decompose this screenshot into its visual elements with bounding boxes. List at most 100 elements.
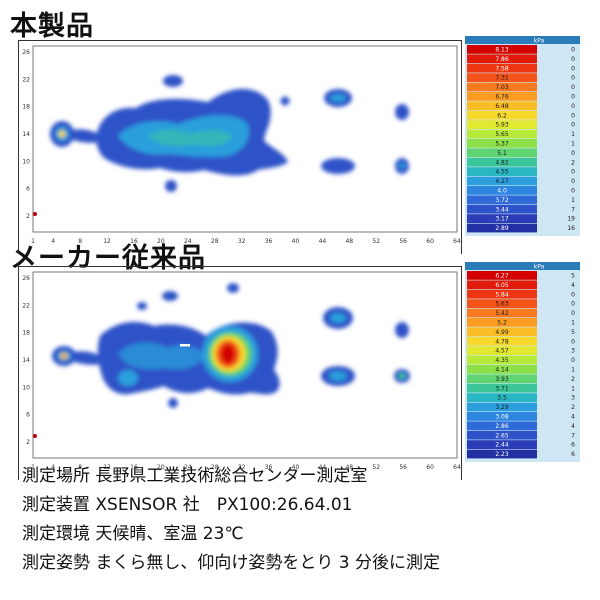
frame [18, 266, 462, 480]
legend-count: 0 [571, 150, 575, 157]
x-tick-label: 24 [184, 238, 192, 245]
x-tick-label: 44 [319, 238, 327, 245]
legend-count: 0 [571, 301, 575, 308]
x-tick-label: 56 [399, 464, 407, 471]
legend-value: 5.93 [495, 122, 509, 129]
legend-swatch [467, 129, 537, 139]
legend-count: 2 [571, 159, 575, 166]
legend-value: 5.63 [495, 301, 509, 308]
legend-value: 3.72 [495, 197, 509, 204]
legend-swatch [467, 430, 537, 440]
legend-count: 2 [571, 404, 575, 411]
note-device: 測定装置 XSENSOR 社 PX100:26.64.01 [22, 495, 353, 515]
legend-value: 4.35 [495, 357, 509, 364]
x-tick-label: 4 [51, 464, 55, 471]
frame [18, 40, 462, 254]
x-tick-label: 48 [345, 464, 353, 471]
legend-value: 4.78 [495, 338, 509, 345]
axis-ticks: 1 4 8 12 16 20 24 28 32 36 40 44 48 52 56 60 64261014182… [22, 275, 461, 471]
x-tick-label: 32 [238, 238, 246, 245]
x-tick-label: 40 [292, 464, 300, 471]
legend-count: 5 [571, 273, 575, 280]
legend-count: 4 [571, 423, 575, 430]
legend-count: 0 [571, 103, 575, 110]
legend-value: 6.76 [495, 94, 509, 101]
legend-count: 0 [571, 65, 575, 72]
legend-product: kPa 8.13 0 7.86 0 7.58 0 7.31 0 7.03 0 6.76 0 6.48 0 6.… [465, 36, 580, 236]
x-tick-label: 64 [453, 238, 461, 245]
y-tick-label: 10 [22, 158, 30, 165]
legend-count: 3 [571, 348, 575, 355]
y-tick-label: 22 [22, 302, 30, 309]
legend-value: 6.27 [495, 273, 509, 280]
legend-swatch [467, 167, 537, 176]
x-tick-label: 12 [103, 464, 111, 471]
y-tick-label: 14 [22, 357, 30, 364]
legend-value: 5.42 [495, 310, 509, 317]
legend-count: 5 [571, 329, 575, 336]
note-posture: 測定姿勢 まくら無し、仰向け姿勢をとり 3 分後に測定 [22, 553, 441, 573]
legend-count: 4 [571, 414, 575, 421]
origin-marker [33, 434, 37, 438]
legend-swatch [467, 110, 537, 120]
x-tick-label: 28 [211, 464, 219, 471]
legend-count: 0 [571, 178, 575, 185]
axis-ticks: 1 4 8 12 16 20 24 28 32 36 40 44 48 52 56 60 64261014182… [22, 49, 461, 245]
legend-swatch [467, 139, 537, 148]
legend-count: 2 [571, 376, 575, 383]
legend-swatch [467, 318, 537, 327]
legend-swatch [467, 63, 537, 73]
legend-value: 7.86 [495, 56, 509, 63]
legend-count: 0 [571, 56, 575, 63]
measurement-notes: 測定場所 長野県工業技術総合センター測定室 測定装置 XSENSOR 社 PX1… [22, 462, 592, 578]
legend-count: 0 [571, 357, 575, 364]
legend-value: 3.17 [495, 216, 509, 223]
legend-value: 5.2 [497, 320, 507, 327]
legend-swatch [467, 54, 537, 64]
legend-value: 4.27 [495, 178, 509, 185]
legend-swatch [467, 289, 537, 299]
legend-value: 7.03 [495, 84, 509, 91]
legend-swatch [467, 327, 537, 337]
legend-count: 6 [571, 442, 575, 449]
legend-swatch [467, 449, 537, 459]
legend-swatch [467, 204, 537, 214]
legend-count: 0 [571, 112, 575, 119]
legend-count: 0 [571, 338, 575, 345]
legend-value: 4.55 [495, 169, 509, 176]
legend-swatch [467, 186, 537, 195]
y-tick-label: 26 [22, 49, 30, 56]
x-tick-label: 8 [78, 238, 82, 245]
y-tick-label: 6 [26, 412, 30, 419]
legend-swatch [467, 412, 537, 421]
legend-value: 6.48 [495, 103, 509, 110]
legend-value: 5.84 [495, 291, 509, 298]
legend-value: 5.1 [497, 150, 507, 157]
legend-swatch [467, 148, 537, 158]
legend-header [465, 262, 580, 270]
legend-value: 4.99 [495, 329, 509, 336]
legend-swatch [467, 402, 537, 412]
x-tick-label: 40 [292, 238, 300, 245]
legend-swatch [467, 73, 537, 82]
legend-swatch [467, 336, 537, 346]
legend-count: 0 [571, 169, 575, 176]
legend-swatch [467, 195, 537, 205]
x-tick-label: 44 [319, 464, 327, 471]
legend-swatch [467, 92, 537, 101]
legend-count: 0 [571, 291, 575, 298]
legend-swatch [467, 45, 537, 54]
pressure-blobs [52, 283, 410, 408]
legend-count: 3 [571, 395, 575, 402]
legend-swatch [467, 157, 537, 167]
legend-count: 0 [571, 122, 575, 129]
pressure-blobs [50, 75, 409, 192]
legend-value: 3.44 [495, 206, 509, 213]
legend-swatch [467, 280, 537, 290]
competitor-title: メーカー従来品 [10, 243, 206, 274]
legend-value: 3.93 [495, 376, 509, 383]
legend-swatch [467, 101, 537, 111]
y-tick-label: 14 [22, 131, 30, 138]
legend-count: 0 [571, 310, 575, 317]
x-tick-label: 32 [238, 464, 246, 471]
